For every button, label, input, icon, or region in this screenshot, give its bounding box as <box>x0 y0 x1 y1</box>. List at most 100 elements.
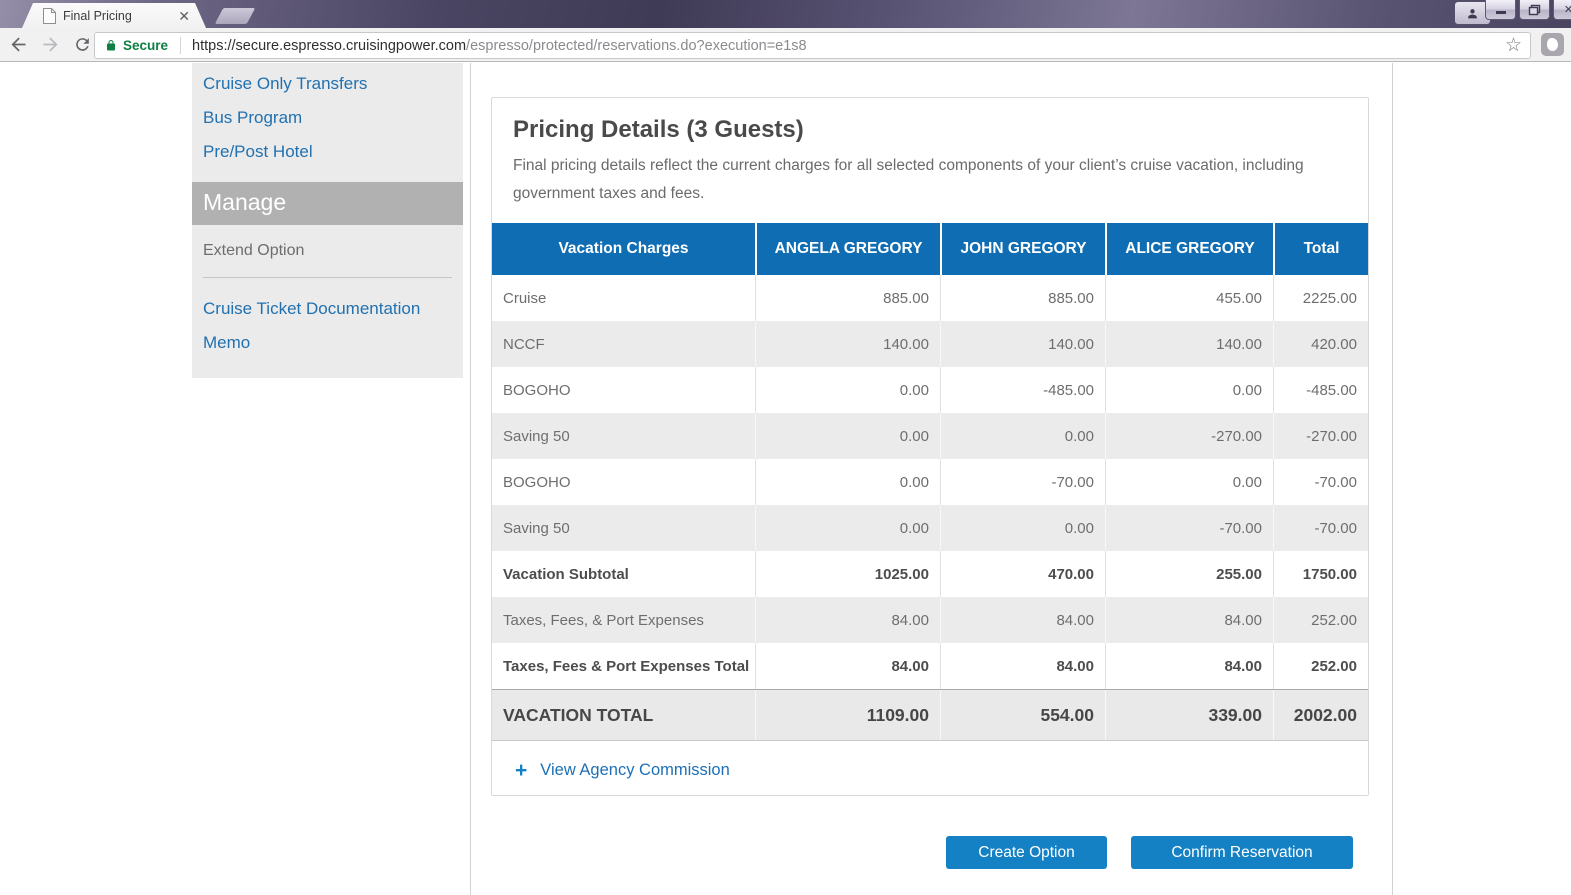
table-row: NCCF 140.00 140.00 140.00 420.00 <box>492 321 1368 367</box>
row-label: Taxes, Fees & Port Expenses Total <box>503 657 750 675</box>
right-content-divider <box>1392 63 1393 895</box>
row-value: 0.00 <box>755 505 940 551</box>
row-label: NCCF <box>503 335 545 353</box>
row-value: 84.00 <box>755 643 940 689</box>
row-value: 84.00 <box>940 597 1105 643</box>
person-icon <box>1466 7 1479 20</box>
table-row: Saving 50 0.00 0.00 -70.00 -70.00 <box>492 505 1368 551</box>
row-value: 470.00 <box>940 551 1105 597</box>
row-value: 0.00 <box>940 413 1105 459</box>
table-row: VACATION TOTAL 1109.00 554.00 339.00 2002.00 <box>492 689 1368 741</box>
row-label: BOGOHO <box>503 381 571 399</box>
restore-icon <box>1528 4 1541 16</box>
row-value: -485.00 <box>940 367 1105 413</box>
table-row: BOGOHO 0.00 -485.00 0.00 -485.00 <box>492 367 1368 413</box>
tab-title: Final Pricing <box>63 8 132 23</box>
close-window-button[interactable]: ✕ <box>1553 0 1571 20</box>
row-value: 2002.00 <box>1273 690 1368 740</box>
column-header-total: Total <box>1273 223 1368 275</box>
back-button[interactable] <box>4 31 32 59</box>
restore-button[interactable] <box>1519 0 1550 20</box>
browser-toolbar: Secure https://secure.espresso.cruisingp… <box>0 28 1571 62</box>
row-label: Saving 50 <box>503 519 570 537</box>
url-text: https://secure.espresso.cruisingpower.co… <box>192 37 807 54</box>
row-value: -70.00 <box>1105 505 1273 551</box>
sidebar-item-cruise-only-transfers[interactable]: Cruise Only Transfers <box>203 74 368 93</box>
table-row: Saving 50 0.00 0.00 -270.00 -270.00 <box>492 413 1368 459</box>
table-row: Taxes, Fees & Port Expenses Total 84.00 84… <box>492 643 1368 689</box>
browser-titlebar: Final Pricing ✕ ✕ <box>0 0 1571 28</box>
row-label: BOGOHO <box>503 473 571 491</box>
lock-icon <box>105 38 117 53</box>
page-favicon-icon <box>42 8 56 24</box>
row-label: Vacation Subtotal <box>503 565 629 583</box>
row-value: 1025.00 <box>755 551 940 597</box>
minimize-button[interactable] <box>1485 0 1516 20</box>
table-row: Vacation Subtotal 1025.00 470.00 255.00 1750… <box>492 551 1368 597</box>
row-value: -70.00 <box>1273 459 1368 505</box>
row-value: 2225.00 <box>1273 275 1368 321</box>
pricing-table-header: Vacation Charges ANGELA GREGORY JOHN GRE… <box>492 223 1368 275</box>
confirm-reservation-button[interactable]: Confirm Reservation <box>1131 836 1353 869</box>
row-value: 1750.00 <box>1273 551 1368 597</box>
row-value: 252.00 <box>1273 597 1368 643</box>
pricing-description: Final pricing details reflect the curren… <box>513 157 1304 202</box>
extension-button[interactable] <box>1541 33 1564 56</box>
row-value: -70.00 <box>1273 505 1368 551</box>
row-value: 0.00 <box>755 413 940 459</box>
row-value: -270.00 <box>1273 413 1368 459</box>
minimize-icon <box>1495 5 1507 15</box>
extension-icon <box>1547 38 1558 51</box>
pricing-table-body: Cruise 885.00 885.00 455.00 2225.00 NCCF 140.0… <box>492 275 1368 741</box>
sidebar-item-pre-post-hotel[interactable]: Pre/Post Hotel <box>203 142 313 161</box>
bookmark-star-icon[interactable]: ☆ <box>1504 35 1522 56</box>
row-label: Cruise <box>503 289 547 307</box>
row-label: Saving 50 <box>503 427 570 445</box>
row-value: 84.00 <box>940 643 1105 689</box>
row-value: 255.00 <box>1105 551 1273 597</box>
sidebar-section-manage: Manage <box>192 182 463 225</box>
sidebar-item-cruise-ticket-documentation[interactable]: Cruise Ticket Documentation <box>203 299 421 318</box>
view-agency-commission-link[interactable]: View Agency Commission <box>540 761 730 779</box>
row-value: 84.00 <box>1105 643 1273 689</box>
secure-chip[interactable]: Secure <box>105 38 168 53</box>
column-header-guest-1: ANGELA GREGORY <box>755 223 940 275</box>
tab-close-icon[interactable]: ✕ <box>178 7 190 24</box>
row-value: 140.00 <box>755 321 940 367</box>
sidebar-item-extend-option[interactable]: Extend Option <box>203 242 305 259</box>
row-value: 455.00 <box>1105 275 1273 321</box>
new-tab-button[interactable] <box>214 8 256 24</box>
refresh-button[interactable] <box>68 31 96 59</box>
row-value: 140.00 <box>1105 321 1273 367</box>
sidebar-item-bus-program[interactable]: Bus Program <box>203 108 303 127</box>
row-value: 252.00 <box>1273 643 1368 689</box>
row-value: 0.00 <box>940 505 1105 551</box>
row-label: Taxes, Fees, & Port Expenses <box>503 611 704 629</box>
sidebar-divider <box>203 277 452 278</box>
row-value: 0.00 <box>1105 367 1273 413</box>
row-value: 140.00 <box>940 321 1105 367</box>
browser-tab-final-pricing[interactable]: Final Pricing ✕ <box>22 3 206 28</box>
column-header-guest-2: JOHN GREGORY <box>940 223 1105 275</box>
url-bar[interactable]: Secure https://secure.espresso.cruisingp… <box>94 32 1531 59</box>
row-label: VACATION TOTAL <box>503 704 654 725</box>
left-content-divider <box>470 63 471 895</box>
table-row: BOGOHO 0.00 -70.00 0.00 -70.00 <box>492 459 1368 505</box>
close-window-icon: ✕ <box>1563 4 1571 16</box>
row-value: 885.00 <box>940 275 1105 321</box>
pricing-panel: Pricing Details (3 Guests) Final pricing… <box>491 97 1369 796</box>
back-arrow-icon <box>8 34 29 55</box>
page-content: Cruise Only Transfers Bus Program Pre/Po… <box>0 63 1571 895</box>
secure-label: Secure <box>123 38 169 53</box>
row-value: 1109.00 <box>755 690 940 740</box>
refresh-icon <box>73 35 92 54</box>
forward-button[interactable] <box>36 31 64 59</box>
row-value: -70.00 <box>940 459 1105 505</box>
profile-button[interactable] <box>1454 1 1491 25</box>
table-row: Cruise 885.00 885.00 455.00 2225.00 <box>492 275 1368 321</box>
row-value: 885.00 <box>755 275 940 321</box>
forward-arrow-icon <box>40 34 61 55</box>
page-title: Pricing Details (3 Guests) <box>513 116 804 143</box>
sidebar-item-memo[interactable]: Memo <box>203 333 251 352</box>
create-option-button[interactable]: Create Option <box>946 836 1107 869</box>
